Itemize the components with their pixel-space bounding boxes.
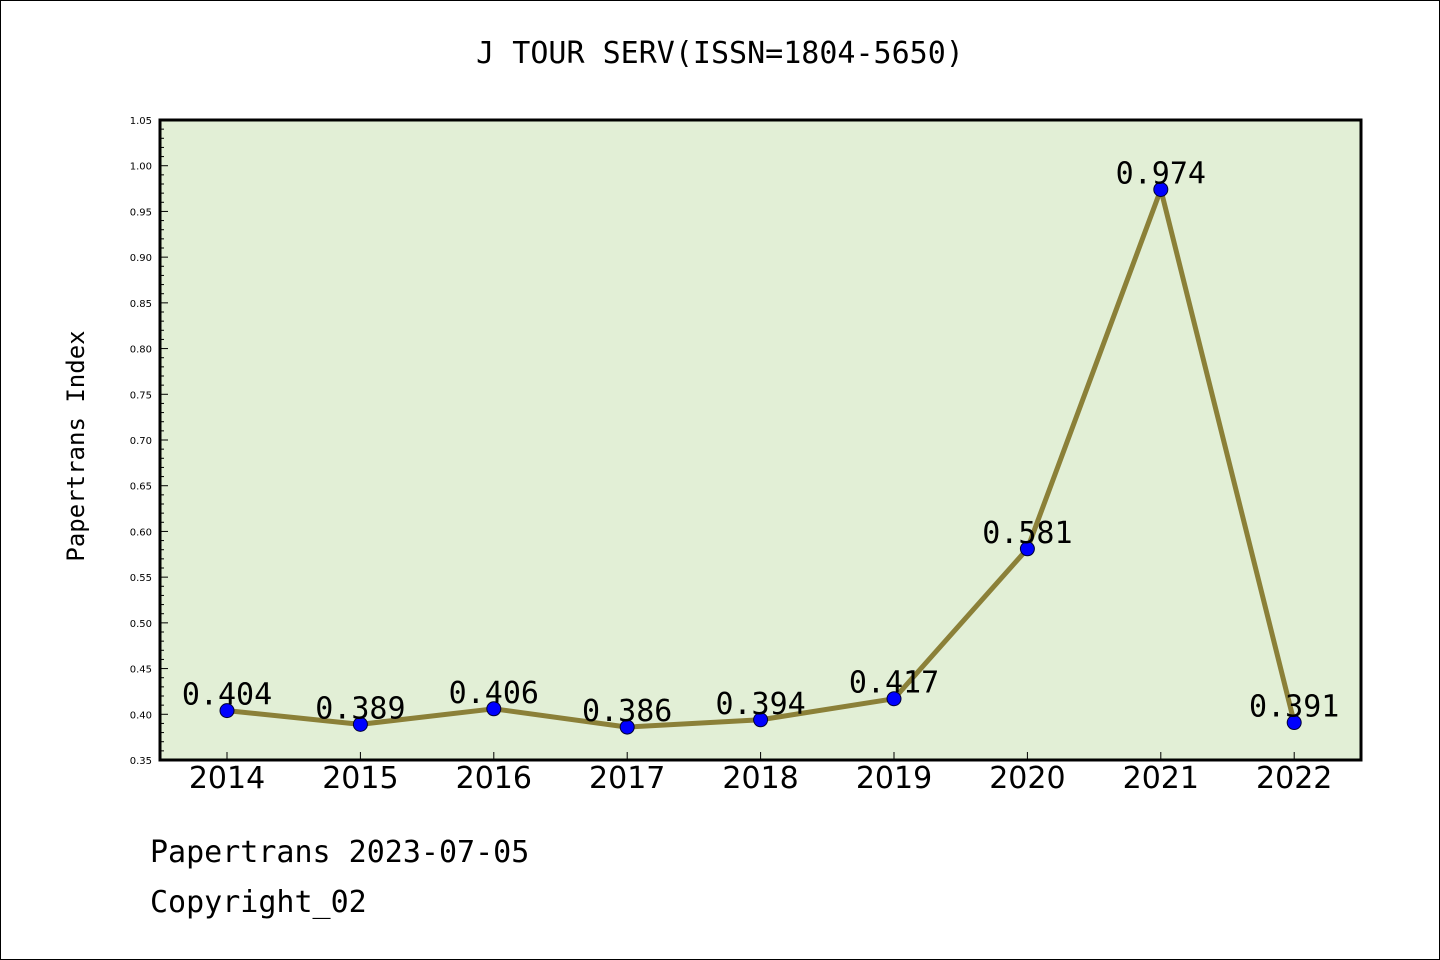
plot-border [158, 118, 1363, 762]
x-tick-label: 2020 [989, 761, 1065, 796]
data-point [352, 716, 368, 732]
series-markers [219, 181, 1302, 735]
data-label: 0.391 [1249, 690, 1339, 725]
y-tick-label: 1.05 [130, 116, 152, 127]
data-point [1019, 541, 1035, 557]
y-tick-label: 0.50 [130, 619, 152, 630]
data-point [219, 703, 235, 719]
y-tick-label: 0.60 [130, 527, 152, 538]
y-tick-label: 0.65 [130, 482, 152, 493]
x-axis: 2014 2015 2016 2017 2018 2019 2020 2021 2022 [189, 752, 1332, 796]
y-tick-label: 0.75 [130, 390, 152, 401]
x-tick-label: 2022 [1256, 761, 1332, 796]
data-point [1153, 181, 1169, 197]
y-tick-label: 0.80 [130, 345, 152, 356]
data-label: 0.581 [982, 516, 1072, 551]
x-tick-label: 2015 [322, 761, 398, 796]
data-point [486, 701, 502, 717]
x-tick-label: 2021 [1123, 761, 1199, 796]
data-label: 0.386 [582, 694, 672, 729]
data-label: 0.394 [715, 687, 805, 722]
y-tick-label: 0.70 [130, 436, 152, 447]
data-point [1286, 715, 1302, 731]
data-point [753, 712, 769, 728]
y-tick-label: 0.40 [130, 710, 152, 721]
footer-copyright: Copyright_02 [150, 885, 367, 920]
data-label: 0.417 [849, 666, 939, 701]
y-tick-label: 0.45 [130, 665, 152, 676]
x-tick-label: 2018 [722, 761, 798, 796]
x-tick-label: 2017 [589, 761, 665, 796]
data-label: 0.406 [449, 676, 539, 711]
data-label: 0.974 [1116, 156, 1206, 191]
data-point [886, 691, 902, 707]
y-tick-label: 0.95 [130, 207, 152, 218]
data-label: 0.389 [315, 691, 405, 726]
data-label: 0.404 [182, 678, 272, 713]
plot-area [160, 120, 1361, 760]
y-tick-label: 0.35 [130, 756, 152, 767]
y-tick-label: 0.55 [130, 573, 152, 584]
chart-title: J TOUR SERV(ISSN=1804-5650) [476, 36, 964, 71]
data-labels: 0.404 0.389 0.406 0.386 0.394 0.417 0.581 0.974… [182, 156, 1340, 729]
data-point [619, 719, 635, 735]
y-tick-label: 1.00 [130, 162, 152, 173]
x-tick-label: 2019 [856, 761, 932, 796]
footer-date: Papertrans 2023-07-05 [150, 835, 530, 870]
y-tick-label: 0.90 [130, 253, 152, 264]
x-tick-label: 2014 [189, 761, 265, 796]
x-tick-label: 2016 [456, 761, 532, 796]
y-tick-label: 0.85 [130, 299, 152, 310]
